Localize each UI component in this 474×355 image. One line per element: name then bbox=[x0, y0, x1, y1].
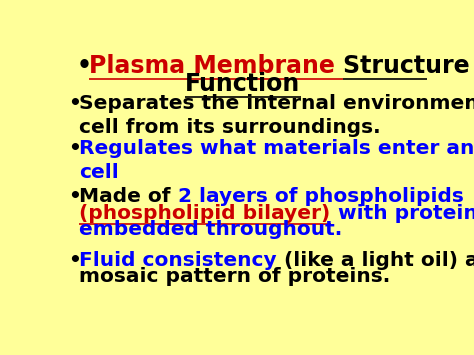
Text: Regulates what materials enter and leave a
cell: Regulates what materials enter and leave… bbox=[80, 139, 474, 182]
Text: •: • bbox=[69, 251, 82, 269]
Text: Fluid consistency: Fluid consistency bbox=[80, 251, 277, 269]
Text: Plasma Membrane: Plasma Membrane bbox=[89, 54, 343, 78]
Text: Made of: Made of bbox=[80, 187, 178, 206]
Text: 2 layers of phospholipids: 2 layers of phospholipids bbox=[178, 187, 464, 206]
Text: •: • bbox=[69, 94, 82, 113]
Text: (like a light oil) and a: (like a light oil) and a bbox=[277, 251, 474, 269]
Text: mosaic pattern of proteins.: mosaic pattern of proteins. bbox=[80, 267, 391, 286]
Text: •: • bbox=[76, 54, 91, 78]
Text: Structure and: Structure and bbox=[343, 54, 474, 78]
Text: with proteins: with proteins bbox=[331, 203, 474, 223]
Text: •: • bbox=[69, 187, 82, 206]
Text: Separates the internal environment of the
cell from its surroundings.: Separates the internal environment of th… bbox=[80, 94, 474, 137]
Text: embedded throughout.: embedded throughout. bbox=[80, 220, 343, 239]
Text: (phospholipid bilayer): (phospholipid bilayer) bbox=[80, 203, 331, 223]
Text: •: • bbox=[69, 139, 82, 158]
Text: Function: Function bbox=[185, 72, 301, 96]
